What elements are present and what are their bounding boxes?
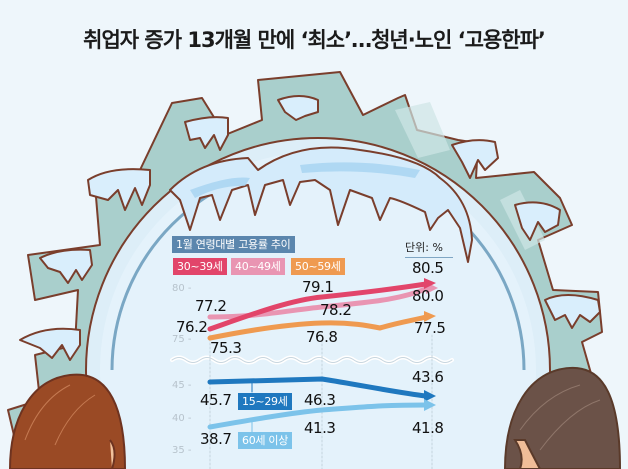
label-15-29-3: 43.6 <box>412 368 444 386</box>
page-title: 취업자 증가 13개월 만에 ‘최소’…청년·노인 ‘고용한파’ <box>83 28 546 52</box>
label-30-39-2: 79.1 <box>302 278 334 296</box>
person-left-icon <box>8 373 127 469</box>
legend-30-39: 30~39세 <box>173 258 227 275</box>
label-15-29-1: 45.7 <box>200 391 232 409</box>
label-40-49-1: 77.2 <box>195 297 227 315</box>
series-50-59-line <box>207 314 429 341</box>
label-50-59-1: 75.3 <box>210 339 242 357</box>
y-tick-40: 40 - <box>172 413 192 424</box>
y-tick-45: 45 - <box>172 380 192 391</box>
person-right-icon <box>503 366 622 469</box>
label-30-39-1: 76.2 <box>176 318 208 336</box>
label-50-59-3: 77.5 <box>414 319 446 337</box>
label-30-39-3: 80.5 <box>412 259 444 277</box>
chart-lines <box>170 278 454 469</box>
series-30-39-line <box>207 281 429 332</box>
y-tick-35: 35 - <box>172 445 192 456</box>
label-40-49-3: 80.0 <box>412 287 444 305</box>
icicles <box>169 146 473 263</box>
label-15-29-2: 46.3 <box>304 391 336 409</box>
legend-40-49: 40~49세 <box>231 258 285 275</box>
y-tick-75: 75 - <box>172 334 192 345</box>
y-tick-80: 80 - <box>172 283 192 294</box>
label-50-59-2: 76.8 <box>306 328 338 346</box>
legend-50-59: 50~59세 <box>291 258 345 275</box>
label-40-49-2: 78.2 <box>320 301 352 319</box>
legend-60plus: 60세 이상 <box>238 432 293 449</box>
label-60plus-3: 41.8 <box>412 419 444 437</box>
label-60plus-1: 38.7 <box>200 430 232 448</box>
chart-title: 1월 연령대별 고용률 추이 <box>172 236 295 253</box>
unit-label: 단위: % <box>405 239 453 258</box>
series-15-29-line <box>207 376 429 399</box>
legend-15-29: 15~29세 <box>238 393 292 410</box>
series-60plus-line <box>207 402 429 430</box>
label-60plus-2: 41.3 <box>304 419 336 437</box>
